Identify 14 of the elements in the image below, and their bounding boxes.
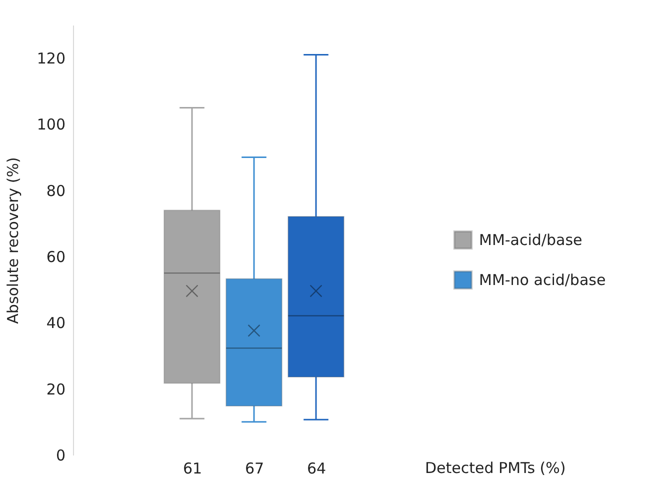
y-tick-label: 40 bbox=[46, 314, 66, 332]
x-tick-label: 67 bbox=[244, 460, 264, 478]
y-tick-label: 60 bbox=[46, 248, 66, 266]
text: Detected PMTs (%) bbox=[425, 459, 566, 477]
legend-label: MM-no acid/base bbox=[479, 271, 606, 289]
y-tick-label: 0 bbox=[56, 446, 66, 464]
y-tick-label: 20 bbox=[46, 380, 66, 398]
x-tick-label: 61 bbox=[182, 460, 202, 478]
y-tick-label: 100 bbox=[36, 116, 66, 134]
y-tick-label: 80 bbox=[46, 182, 66, 200]
y-tick-label: 120 bbox=[36, 50, 66, 68]
legend-label: MM-acid/base bbox=[479, 231, 582, 249]
y-axis-title: Absolute recovery (%) bbox=[4, 157, 22, 324]
x-tick-label: 64 bbox=[306, 460, 326, 478]
